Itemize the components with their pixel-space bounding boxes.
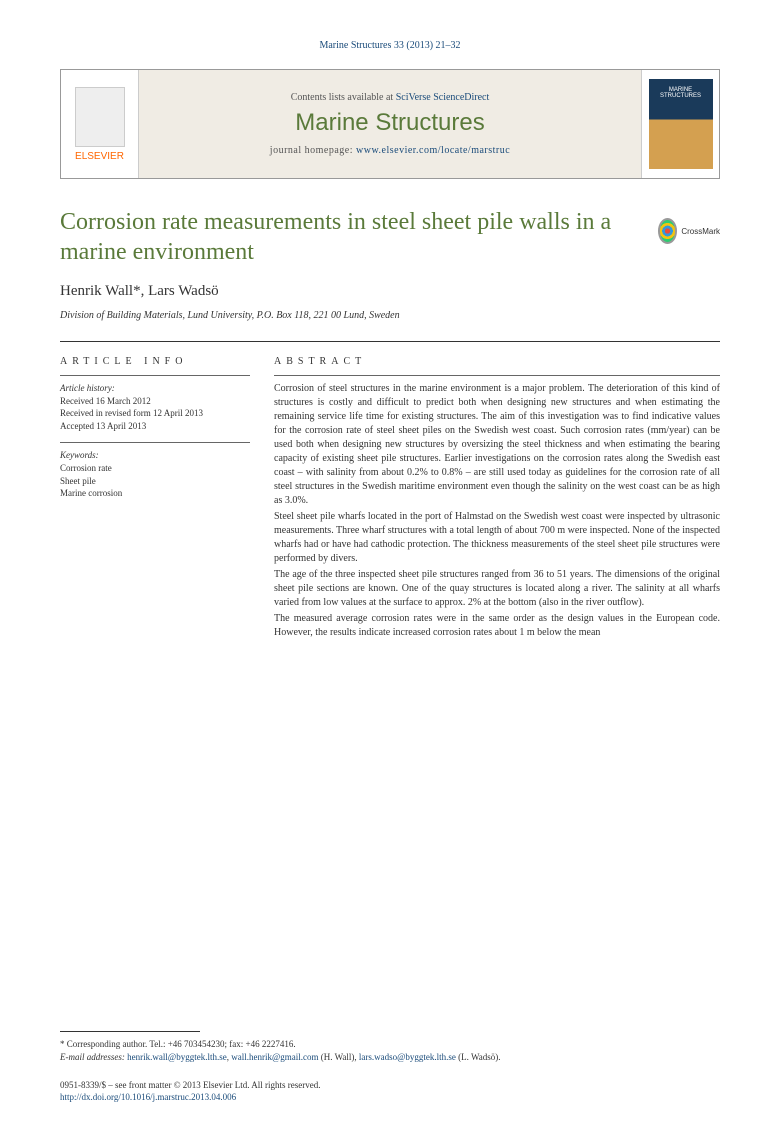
- journal-name: Marine Structures: [295, 109, 484, 137]
- crossmark-label: CrossMark: [681, 227, 720, 236]
- email-link-2[interactable]: wall.henrik@gmail.com: [231, 1052, 318, 1062]
- title-row: Corrosion rate measurements in steel she…: [60, 207, 720, 267]
- abstract-p1: Corrosion of steel structures in the mar…: [274, 382, 720, 508]
- elsevier-label: ELSEVIER: [75, 151, 124, 162]
- journal-center: Contents lists available at SciVerse Sci…: [139, 70, 641, 178]
- divider: [60, 341, 720, 342]
- article-history: Article history: Received 16 March 2012 …: [60, 382, 250, 432]
- footnote-divider: [60, 1031, 200, 1032]
- keywords-block: Keywords: Corrosion rate Sheet pile Mari…: [60, 449, 250, 499]
- history-label: Article history:: [60, 382, 250, 395]
- email-link-1[interactable]: henrik.wall@byggtek.lth.se: [127, 1052, 227, 1062]
- article-info-column: ARTICLE INFO Article history: Received 1…: [60, 356, 250, 642]
- journal-header-box: ELSEVIER Contents lists available at Sci…: [60, 69, 720, 179]
- doi-link[interactable]: http://dx.doi.org/10.1016/j.marstruc.201…: [60, 1092, 236, 1102]
- abstract-p3: The age of the three inspected sheet pil…: [274, 568, 720, 610]
- two-column-layout: ARTICLE INFO Article history: Received 1…: [60, 356, 720, 642]
- keywords-label: Keywords:: [60, 449, 250, 462]
- cover-thumbnail-icon: MARINE STRUCTURES: [649, 79, 713, 169]
- abstract-head: ABSTRACT: [274, 356, 720, 367]
- abstract-column: ABSTRACT Corrosion of steel structures i…: [274, 356, 720, 642]
- article-title: Corrosion rate measurements in steel she…: [60, 207, 646, 267]
- issn-line: 0951-8339/$ – see front matter © 2013 El…: [60, 1079, 720, 1092]
- copyright-block: 0951-8339/$ – see front matter © 2013 El…: [60, 1079, 720, 1104]
- email-line: E-mail addresses: henrik.wall@byggtek.lt…: [60, 1051, 720, 1065]
- corresponding-author: * Corresponding author. Tel.: +46 703454…: [60, 1038, 720, 1065]
- keyword: Corrosion rate: [60, 462, 250, 475]
- sub-divider: [274, 375, 720, 376]
- sciencedirect-link[interactable]: SciVerse ScienceDirect: [396, 92, 490, 103]
- received-date: Received 16 March 2012: [60, 395, 250, 408]
- crossmark-icon: [658, 218, 677, 244]
- homepage-line: journal homepage: www.elsevier.com/locat…: [270, 145, 510, 156]
- email-label: E-mail addresses:: [60, 1052, 127, 1062]
- revised-date: Received in revised form 12 April 2013: [60, 407, 250, 420]
- keyword: Sheet pile: [60, 475, 250, 488]
- abstract-p2: Steel sheet pile wharfs located in the p…: [274, 510, 720, 566]
- homepage-link[interactable]: www.elsevier.com/locate/marstruc: [356, 145, 510, 156]
- crossmark-button[interactable]: CrossMark: [658, 211, 720, 251]
- header-citation: Marine Structures 33 (2013) 21–32: [60, 40, 720, 51]
- abstract-text: Corrosion of steel structures in the mar…: [274, 382, 720, 640]
- accepted-date: Accepted 13 April 2013: [60, 420, 250, 433]
- sep: (L. Wadsö).: [456, 1052, 501, 1062]
- contents-prefix: Contents lists available at: [291, 92, 396, 103]
- abstract-p4: The measured average corrosion rates wer…: [274, 612, 720, 640]
- page-footer: * Corresponding author. Tel.: +46 703454…: [60, 1031, 720, 1104]
- corresponding-line: * Corresponding author. Tel.: +46 703454…: [60, 1038, 720, 1052]
- journal-cover[interactable]: MARINE STRUCTURES: [641, 70, 719, 178]
- email-link-3[interactable]: lars.wadso@byggtek.lth.se: [359, 1052, 456, 1062]
- cover-line2: STRUCTURES: [660, 93, 701, 99]
- authors: Henrik Wall*, Lars Wadsö: [60, 283, 720, 300]
- sub-divider: [60, 375, 250, 376]
- sep: (H. Wall),: [318, 1052, 358, 1062]
- keyword: Marine corrosion: [60, 487, 250, 500]
- elsevier-logo[interactable]: ELSEVIER: [61, 70, 139, 178]
- homepage-prefix: journal homepage:: [270, 145, 356, 156]
- elsevier-tree-icon: [75, 87, 125, 147]
- sub-divider: [60, 442, 250, 443]
- article-info-head: ARTICLE INFO: [60, 356, 250, 367]
- affiliation: Division of Building Materials, Lund Uni…: [60, 310, 720, 321]
- contents-line: Contents lists available at SciVerse Sci…: [291, 92, 490, 103]
